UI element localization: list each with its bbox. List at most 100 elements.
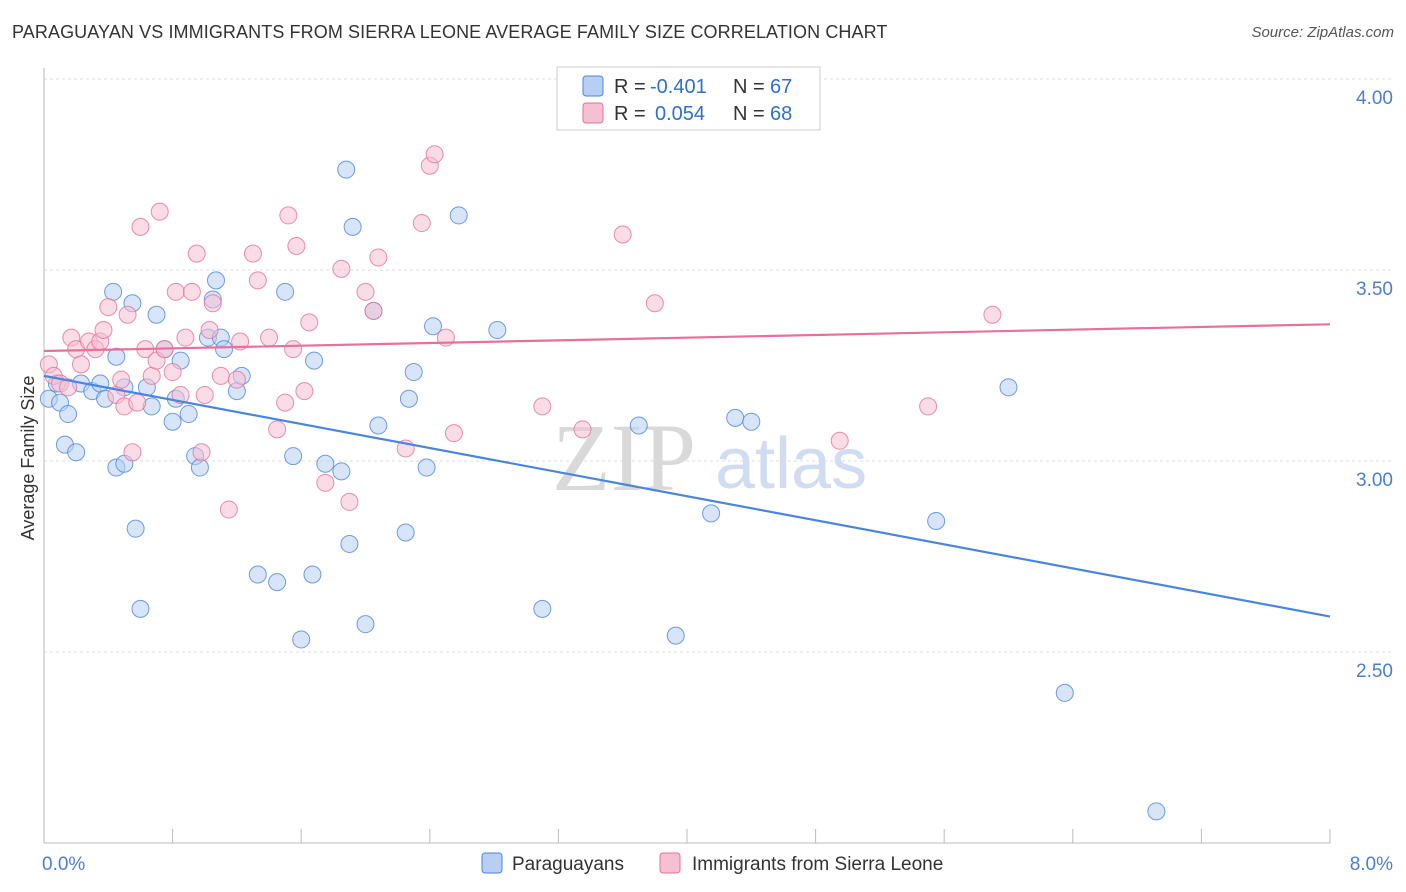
trendline-sierra-leone	[43, 323, 1331, 353]
point-paraguayans	[629, 416, 648, 435]
series-paraguayans	[39, 160, 1166, 821]
axes	[43, 68, 1331, 844]
point-paraguayans	[91, 374, 110, 393]
legend-swatch-blue	[582, 75, 604, 97]
y-axis-label: Average Family Size	[18, 376, 38, 541]
source-label: Source: ZipAtlas.com	[1251, 24, 1394, 41]
point-sierra-leone	[300, 313, 319, 332]
point-sierra-leone	[219, 500, 238, 519]
point-paraguayans	[424, 317, 443, 336]
bottom-legend-label-2: Immigrants from Sierra Leone	[692, 854, 943, 875]
point-paraguayans	[163, 412, 182, 431]
point-paraguayans	[215, 340, 234, 359]
point-sierra-leone	[231, 332, 250, 351]
point-sierra-leone	[99, 298, 118, 317]
point-sierra-leone	[356, 282, 375, 301]
point-paraguayans	[369, 416, 388, 435]
point-paraguayans	[248, 565, 267, 584]
point-sierra-leone	[187, 244, 206, 263]
point-sierra-leone	[195, 385, 214, 404]
point-sierra-leone	[425, 145, 444, 164]
point-paraguayans	[1055, 683, 1074, 702]
point-paraguayans	[59, 405, 78, 424]
point-paraguayans	[276, 282, 295, 301]
trend-lines	[43, 323, 1331, 618]
point-paraguayans	[533, 599, 552, 618]
point-sierra-leone	[284, 340, 303, 359]
point-paraguayans	[702, 504, 721, 523]
point-sierra-leone	[243, 244, 262, 263]
legend-box: R = -0.401 N = 67 R = 0.054 N = 68	[556, 66, 821, 131]
chart-title: PARAGUAYAN VS IMMIGRANTS FROM SIERRA LEO…	[12, 22, 888, 42]
point-paraguayans	[305, 351, 324, 370]
point-sierra-leone	[645, 294, 664, 313]
x-tick-min: 0.0%	[42, 854, 85, 875]
point-paraguayans	[207, 271, 226, 290]
point-paraguayans	[303, 565, 322, 584]
point-paraguayans	[337, 160, 356, 179]
point-paraguayans	[417, 458, 436, 477]
point-paraguayans	[126, 519, 145, 538]
point-sierra-leone	[332, 259, 351, 278]
grid-lines	[44, 78, 1393, 653]
point-sierra-leone	[412, 214, 431, 233]
point-paraguayans	[356, 615, 375, 634]
point-sierra-leone	[94, 321, 113, 340]
point-sierra-leone	[112, 370, 131, 389]
bottom-legend-label-1: Paraguayans	[512, 854, 624, 875]
bottom-legend-swatch-blue	[481, 852, 503, 874]
point-paraguayans	[396, 523, 415, 542]
point-sierra-leone	[227, 370, 246, 389]
point-paraguayans	[332, 462, 351, 481]
point-paraguayans	[726, 408, 745, 427]
point-sierra-leone	[171, 385, 190, 404]
x-tick-max: 8.0%	[1350, 854, 1393, 875]
point-sierra-leone	[983, 305, 1002, 324]
point-sierra-leone	[118, 305, 137, 324]
point-paraguayans	[927, 512, 946, 531]
point-sierra-leone	[276, 393, 295, 412]
point-sierra-leone	[176, 328, 195, 347]
legend-swatch-pink	[582, 102, 604, 124]
point-paraguayans	[404, 363, 423, 382]
point-sierra-leone	[919, 397, 938, 416]
point-paraguayans	[131, 599, 150, 618]
point-sierra-leone	[203, 294, 222, 313]
point-paraguayans	[104, 282, 123, 301]
point-sierra-leone	[200, 321, 219, 340]
legend-n-label-2: N =	[733, 103, 765, 125]
legend-n-value-2: 68	[770, 103, 792, 125]
point-sierra-leone	[248, 271, 267, 290]
legend-r-value-2: 0.054	[655, 103, 705, 125]
point-sierra-leone	[59, 378, 78, 397]
point-sierra-leone	[128, 393, 147, 412]
point-paraguayans	[1147, 802, 1166, 821]
bottom-legend: Paraguayans Immigrants from Sierra Leone	[481, 852, 943, 875]
point-paraguayans	[190, 458, 209, 477]
point-paraguayans	[666, 626, 685, 645]
point-sierra-leone	[260, 328, 279, 347]
y-tick-label: 2.50	[1356, 661, 1393, 682]
point-sierra-leone	[613, 225, 632, 244]
point-paraguayans	[488, 321, 507, 340]
y-tick-label: 3.00	[1356, 470, 1393, 491]
point-sierra-leone	[150, 202, 169, 221]
point-sierra-leone	[123, 443, 142, 462]
legend-n-value-1: 67	[770, 76, 792, 98]
point-paraguayans	[292, 630, 311, 649]
point-paraguayans	[147, 305, 166, 324]
point-sierra-leone	[131, 217, 150, 236]
point-sierra-leone	[166, 282, 185, 301]
point-sierra-leone	[364, 301, 383, 320]
point-sierra-leone	[142, 366, 161, 385]
point-paraguayans	[742, 412, 761, 431]
point-sierra-leone	[268, 420, 287, 439]
point-paraguayans	[268, 573, 287, 592]
point-sierra-leone	[71, 355, 90, 374]
legend-n-label-1: N =	[733, 76, 765, 98]
legend-r-label-1: R =	[614, 76, 646, 98]
point-sierra-leone	[182, 282, 201, 301]
point-sierra-leone	[211, 366, 230, 385]
point-paraguayans	[284, 447, 303, 466]
point-paraguayans	[999, 378, 1018, 397]
